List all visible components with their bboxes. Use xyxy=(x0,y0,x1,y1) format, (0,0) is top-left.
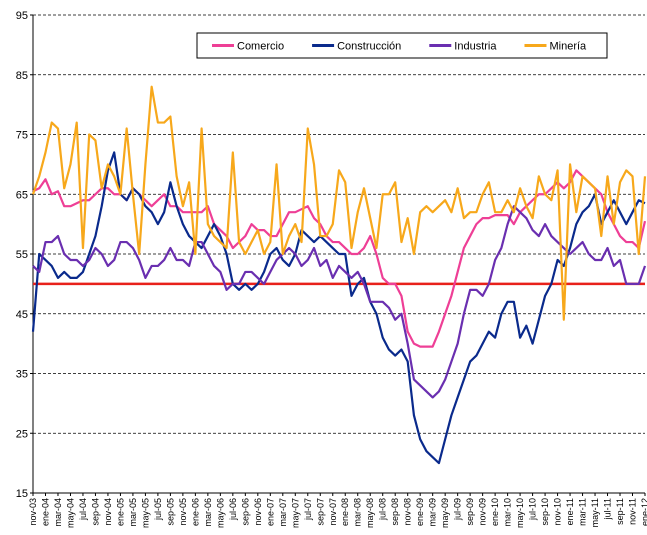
legend-label: Industria xyxy=(454,41,497,53)
x-tick-label: nov-09 xyxy=(478,498,488,526)
series-line xyxy=(31,85,647,321)
x-tick-label: may-09 xyxy=(440,498,450,528)
x-tick-label: may-10 xyxy=(515,498,525,528)
x-tick-label: jul-04 xyxy=(78,498,88,521)
x-tick-label: jul-05 xyxy=(153,498,163,521)
x-tick-label: mar-07 xyxy=(278,498,288,527)
x-tick-label: ene-07 xyxy=(265,498,275,526)
x-tick-label: mar-08 xyxy=(353,498,363,527)
x-tick-label: jul-11 xyxy=(603,498,613,520)
x-tick-label: ene-12 xyxy=(640,498,647,526)
x-tick-label: jul-07 xyxy=(303,498,313,521)
series-line xyxy=(32,169,647,348)
x-tick-label: sep-08 xyxy=(390,498,400,526)
x-tick-label: may-06 xyxy=(215,498,225,528)
y-tick-label: 25 xyxy=(16,428,28,440)
x-tick-label: mar-05 xyxy=(128,498,138,527)
x-tick-label: sep-05 xyxy=(165,498,175,526)
y-tick-label: 85 xyxy=(16,70,28,82)
x-tick-label: jul-06 xyxy=(228,498,238,521)
x-tick-label: sep-04 xyxy=(90,498,100,526)
x-tick-label: may-08 xyxy=(365,498,375,528)
legend-label: Construcción xyxy=(337,41,401,53)
x-tick-label: nov-03 xyxy=(28,498,38,526)
y-tick-label: 95 xyxy=(16,10,28,22)
x-tick-label: jul-09 xyxy=(453,498,463,521)
x-tick-label: sep-11 xyxy=(615,498,625,525)
x-tick-label: mar-10 xyxy=(503,498,513,527)
x-tick-label: nov-05 xyxy=(178,498,188,526)
series-line xyxy=(32,205,647,399)
x-tick-label: jul-08 xyxy=(378,498,388,521)
x-tick-label: ene-04 xyxy=(40,498,50,526)
y-tick-label: 75 xyxy=(16,130,28,142)
y-tick-label: 55 xyxy=(16,249,28,261)
x-tick-label: nov-04 xyxy=(103,498,113,526)
x-tick-label: mar-06 xyxy=(203,498,213,527)
x-tick-label: may-07 xyxy=(290,498,300,528)
series-line xyxy=(31,151,646,465)
x-tick-label: ene-08 xyxy=(340,498,350,526)
y-tick-label: 65 xyxy=(16,189,28,201)
x-tick-label: nov-07 xyxy=(328,498,338,526)
x-tick-label: sep-07 xyxy=(315,498,325,526)
x-tick-label: may-04 xyxy=(65,498,75,528)
x-tick-label: ene-06 xyxy=(190,498,200,526)
x-tick-label: ene-09 xyxy=(415,498,425,526)
x-tick-label: jul-10 xyxy=(528,498,538,521)
x-tick-label: ene-11 xyxy=(565,498,575,525)
x-tick-label: may-11 xyxy=(590,498,600,527)
y-tick-label: 35 xyxy=(16,369,28,381)
x-tick-label: sep-06 xyxy=(240,498,250,526)
x-tick-label: mar-11 xyxy=(578,498,588,526)
x-tick-label: ene-05 xyxy=(115,498,125,526)
y-tick-label: 15 xyxy=(16,488,28,500)
x-tick-label: nov-10 xyxy=(553,498,563,526)
x-tick-label: sep-10 xyxy=(540,498,550,526)
x-tick-label: mar-04 xyxy=(53,498,63,527)
x-tick-label: nov-11 xyxy=(628,498,638,525)
x-tick-label: nov-06 xyxy=(253,498,263,526)
x-tick-label: nov-08 xyxy=(403,498,413,526)
x-tick-label: sep-09 xyxy=(465,498,475,526)
legend-label: Comercio xyxy=(237,41,284,53)
x-tick-label: ene-10 xyxy=(490,498,500,526)
x-tick-label: mar-09 xyxy=(428,498,438,527)
x-tick-label: may-05 xyxy=(140,498,150,528)
legend-label: Minería xyxy=(549,41,587,53)
y-tick-label: 45 xyxy=(16,309,28,321)
